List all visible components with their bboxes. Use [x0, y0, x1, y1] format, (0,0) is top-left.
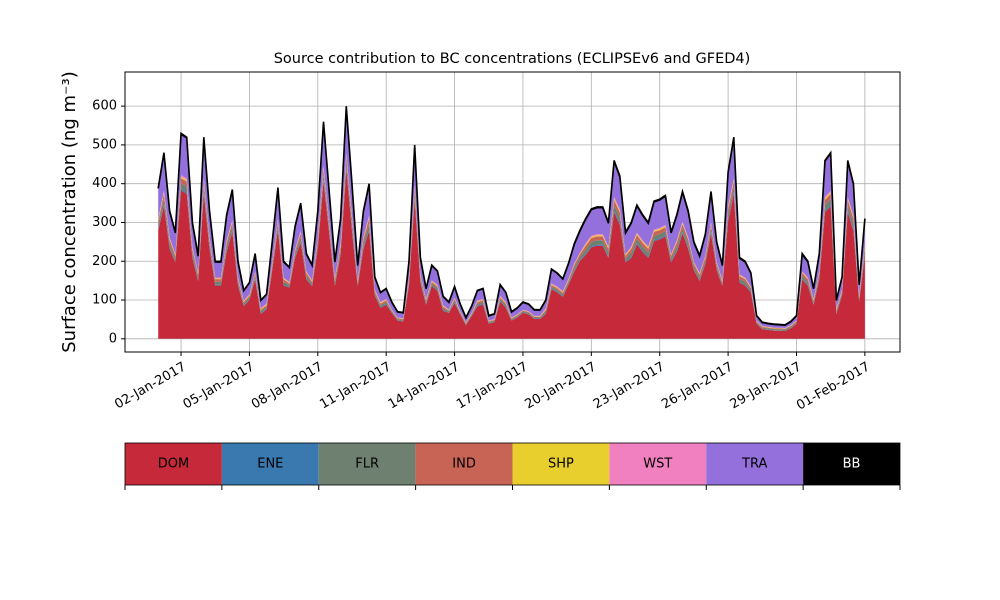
x-tick-label: 20-Jan-2017 — [522, 360, 599, 413]
legend-swatch — [803, 443, 900, 485]
x-tick-label: 02-Jan-2017 — [112, 360, 189, 413]
x-tick-label: 17-Jan-2017 — [454, 360, 531, 413]
legend-swatch — [512, 443, 610, 485]
x-tick-label: 29-Jan-2017 — [728, 360, 805, 413]
legend-label: WST — [643, 457, 672, 472]
x-tick-label: 23-Jan-2017 — [591, 360, 668, 413]
legend-swatch — [318, 443, 416, 485]
legend-label: SHP — [548, 457, 574, 472]
legend-swatch — [125, 443, 222, 485]
x-tick-label: 08-Jan-2017 — [249, 360, 326, 413]
y-tick-label: 100 — [92, 293, 117, 308]
legend-swatch — [415, 443, 513, 485]
y-tick-label: 600 — [92, 99, 117, 114]
y-tick-label: 200 — [92, 254, 117, 269]
x-tick-label: 14-Jan-2017 — [386, 360, 463, 413]
area — [158, 106, 865, 328]
legend-label: TRA — [741, 457, 767, 472]
y-tick-label: 400 — [92, 176, 117, 191]
plot-frame — [124, 71, 901, 353]
legend-label: FLR — [355, 457, 379, 472]
x-tick-label: 01-Feb-2017 — [794, 360, 873, 414]
legend-label: IND — [452, 457, 476, 472]
legend-swatch — [609, 443, 707, 485]
legend-label: ENE — [257, 457, 283, 472]
y-axis-label: Surface concentration (ng m⁻³) — [59, 71, 80, 353]
area — [157, 106, 866, 327]
legend-label: BB — [843, 457, 861, 472]
area — [158, 168, 865, 339]
chart-title: Source contribution to BC concentrations… — [274, 51, 751, 67]
x-tick-label: 05-Jan-2017 — [181, 360, 258, 413]
y-tick-label: 0 — [109, 331, 117, 346]
legend-label: DOM — [158, 457, 189, 472]
legend-swatch — [221, 443, 319, 485]
x-tick-label: 11-Jan-2017 — [317, 360, 394, 413]
legend-swatch — [706, 443, 804, 485]
y-tick-label: 500 — [92, 137, 117, 152]
y-tick-label: 300 — [92, 215, 117, 230]
x-tick-label: 26-Jan-2017 — [659, 360, 736, 413]
